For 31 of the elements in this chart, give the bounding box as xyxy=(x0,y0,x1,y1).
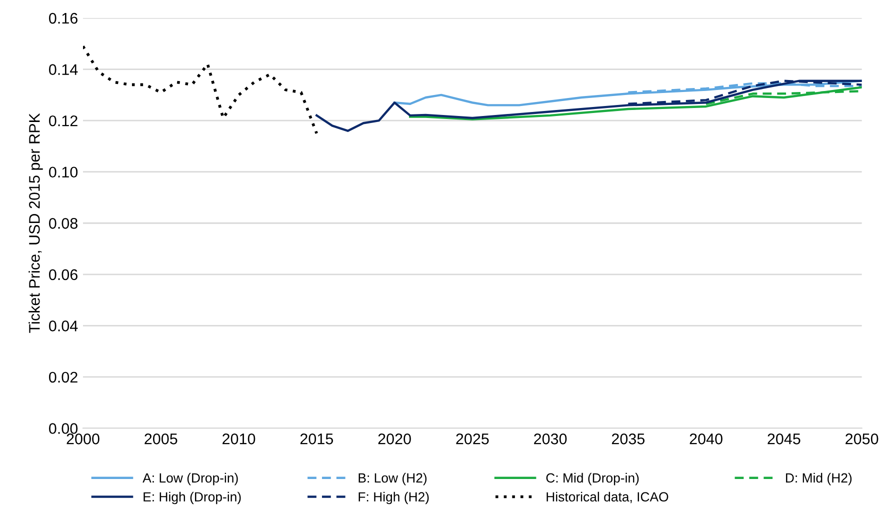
y-tick-label: 0.08 xyxy=(49,218,78,229)
legend-label: D: Mid (H2) xyxy=(786,472,852,486)
line-series xyxy=(316,80,862,132)
x-tick-label: 2025 xyxy=(456,434,489,444)
legend-label: B: Low (H2) xyxy=(358,472,427,486)
x-tick-label: 2010 xyxy=(222,434,256,444)
x-tick-label: 2015 xyxy=(300,434,333,444)
x-tick-label: 2040 xyxy=(690,434,722,444)
x-tick-label: 2045 xyxy=(768,434,800,444)
y-tick-label: 0.00 xyxy=(49,423,78,434)
x-tick-label: 2020 xyxy=(378,434,411,444)
y-tick-label: 0.04 xyxy=(49,320,78,332)
legend-label: A: Low (Drop-in) xyxy=(142,472,238,486)
x-tick-label: 2000 xyxy=(66,434,100,444)
y-tick-label: 0.06 xyxy=(49,269,78,280)
x-tick-label: 2030 xyxy=(534,434,567,444)
y-tick-label: 0.14 xyxy=(49,64,78,75)
legend-label: F: High (H2) xyxy=(358,492,429,504)
y-tick-label: 0.12 xyxy=(49,115,78,126)
y-tick-label: 0.10 xyxy=(49,166,78,178)
y-tick-label: 0.16 xyxy=(49,12,78,24)
line-series xyxy=(83,44,318,135)
line-series xyxy=(408,86,862,120)
x-tick-label: 2005 xyxy=(144,434,178,444)
legend-label: E: High (Drop-in) xyxy=(144,492,241,504)
x-tick-label: 2035 xyxy=(612,434,645,444)
y-axis-title: Ticket Price, USD 2015 per RPK xyxy=(28,113,43,333)
x-tick-label: 2050 xyxy=(846,434,878,444)
y-tick-label: 0.02 xyxy=(49,372,78,383)
legend-label: Historical data, ICAO xyxy=(546,492,668,504)
legend-label: C: Mid (Drop-in) xyxy=(546,472,639,486)
